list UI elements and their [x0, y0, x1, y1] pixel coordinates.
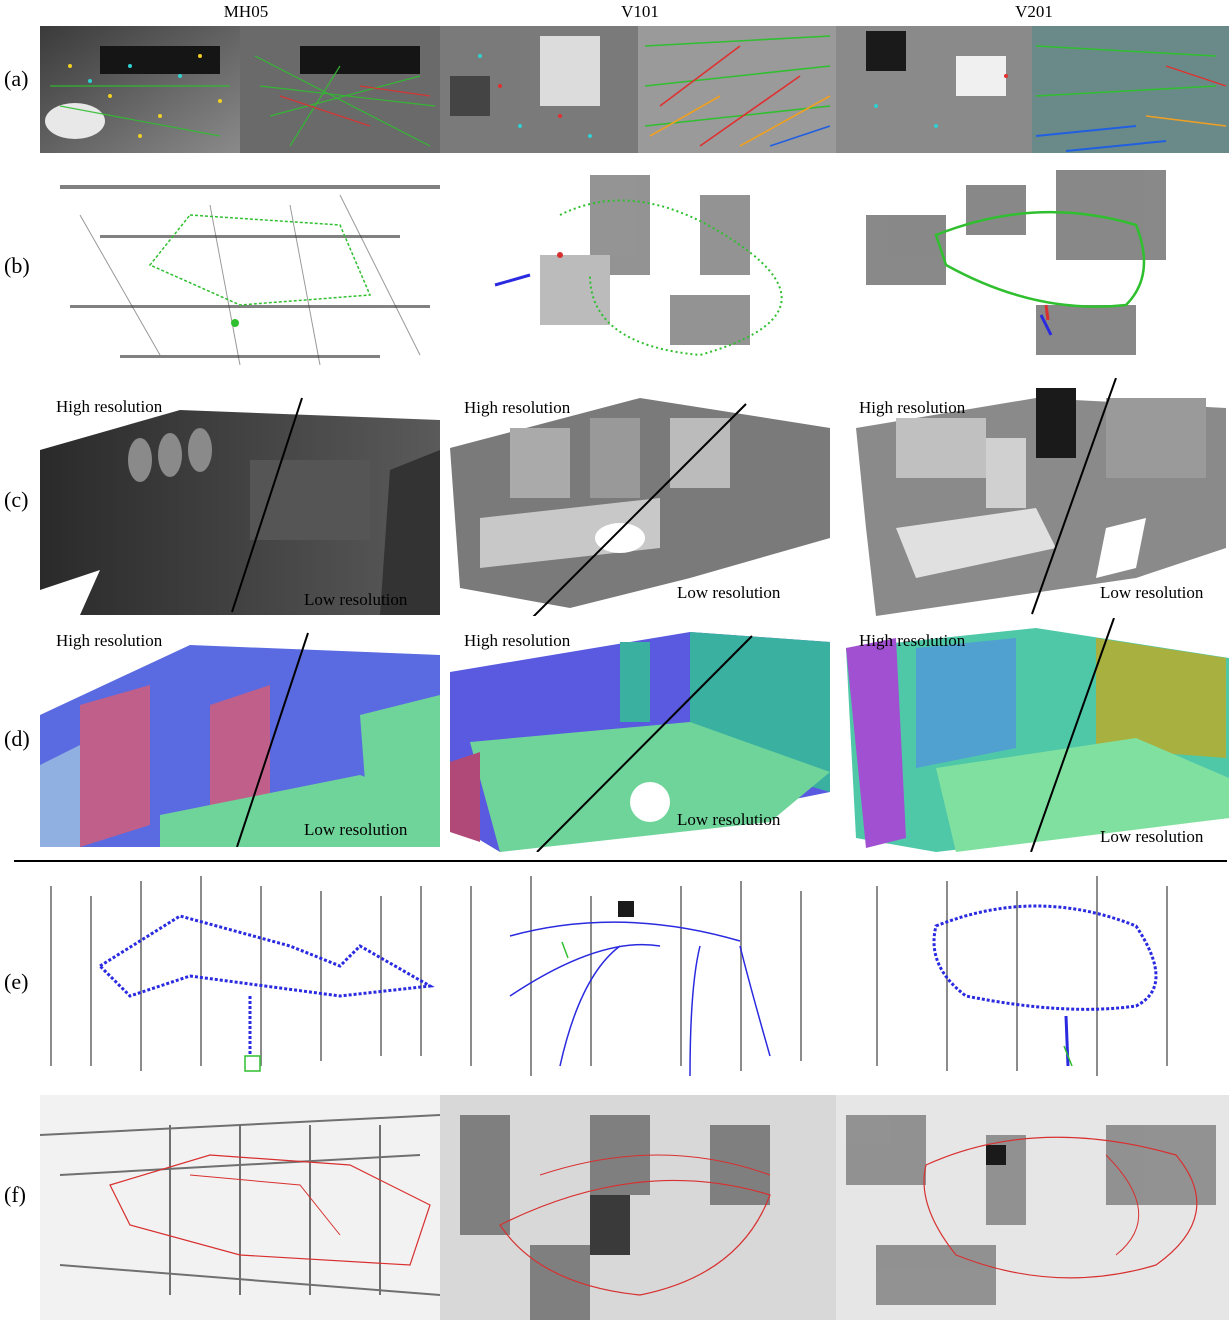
row-label-f: (f) — [4, 1182, 26, 1207]
row-label-d: (d) — [4, 726, 30, 751]
high-resolution-label-c-mh05: High resolution — [56, 397, 163, 416]
sparse-map-mh05 — [40, 155, 440, 377]
dense-mesh-grayscale-mh05 — [40, 390, 440, 615]
keyframe-map-v201 — [836, 866, 1229, 1091]
low-resolution-label-c-v201: Low resolution — [1100, 583, 1204, 602]
column-title-v201: V201 — [1015, 2, 1053, 21]
feature-tracking-image-mh05 — [40, 26, 440, 153]
low-resolution-label-c-v101: Low resolution — [677, 583, 781, 602]
column-title-mh05: MH05 — [223, 2, 269, 21]
row-label-a: (a) — [4, 66, 29, 91]
keyframe-map-v101 — [440, 866, 836, 1091]
dense-mesh-normals-v201 — [836, 618, 1229, 852]
low-resolution-label-d-v101: Low resolution — [677, 810, 781, 829]
low-resolution-label-d-v201: Low resolution — [1100, 827, 1204, 846]
row-label-c: (c) — [4, 487, 29, 512]
row-label-b: (b) — [4, 253, 30, 278]
feature-tracking-image-v101 — [440, 26, 836, 153]
sparse-map-v101 — [440, 155, 836, 377]
low-resolution-label-c-mh05: Low resolution — [304, 590, 408, 609]
high-resolution-label-d-mh05: High resolution — [56, 631, 163, 650]
dense-point-cloud-mh05 — [40, 1095, 440, 1320]
dense-point-cloud-v201 — [836, 1095, 1229, 1320]
dense-point-cloud-v101 — [440, 1095, 836, 1320]
high-resolution-label-c-v201: High resolution — [859, 398, 966, 417]
section-divider — [14, 860, 1227, 862]
row-label-e: (e) — [4, 969, 29, 994]
sparse-map-v201 — [836, 155, 1229, 377]
high-resolution-label-d-v201: High resolution — [859, 631, 966, 650]
keyframe-map-mh05 — [40, 866, 440, 1091]
low-resolution-label-d-mh05: Low resolution — [304, 820, 408, 839]
dense-mesh-grayscale-v201 — [836, 378, 1229, 616]
feature-tracking-image-v201 — [836, 26, 1229, 153]
dense-mesh-grayscale-v101 — [440, 388, 836, 616]
high-resolution-label-c-v101: High resolution — [464, 398, 571, 417]
dense-mesh-normals-mh05 — [40, 625, 440, 847]
dense-mesh-normals-v101 — [440, 622, 836, 852]
column-title-v101: V101 — [621, 2, 659, 21]
high-resolution-label-d-v101: High resolution — [464, 631, 571, 650]
